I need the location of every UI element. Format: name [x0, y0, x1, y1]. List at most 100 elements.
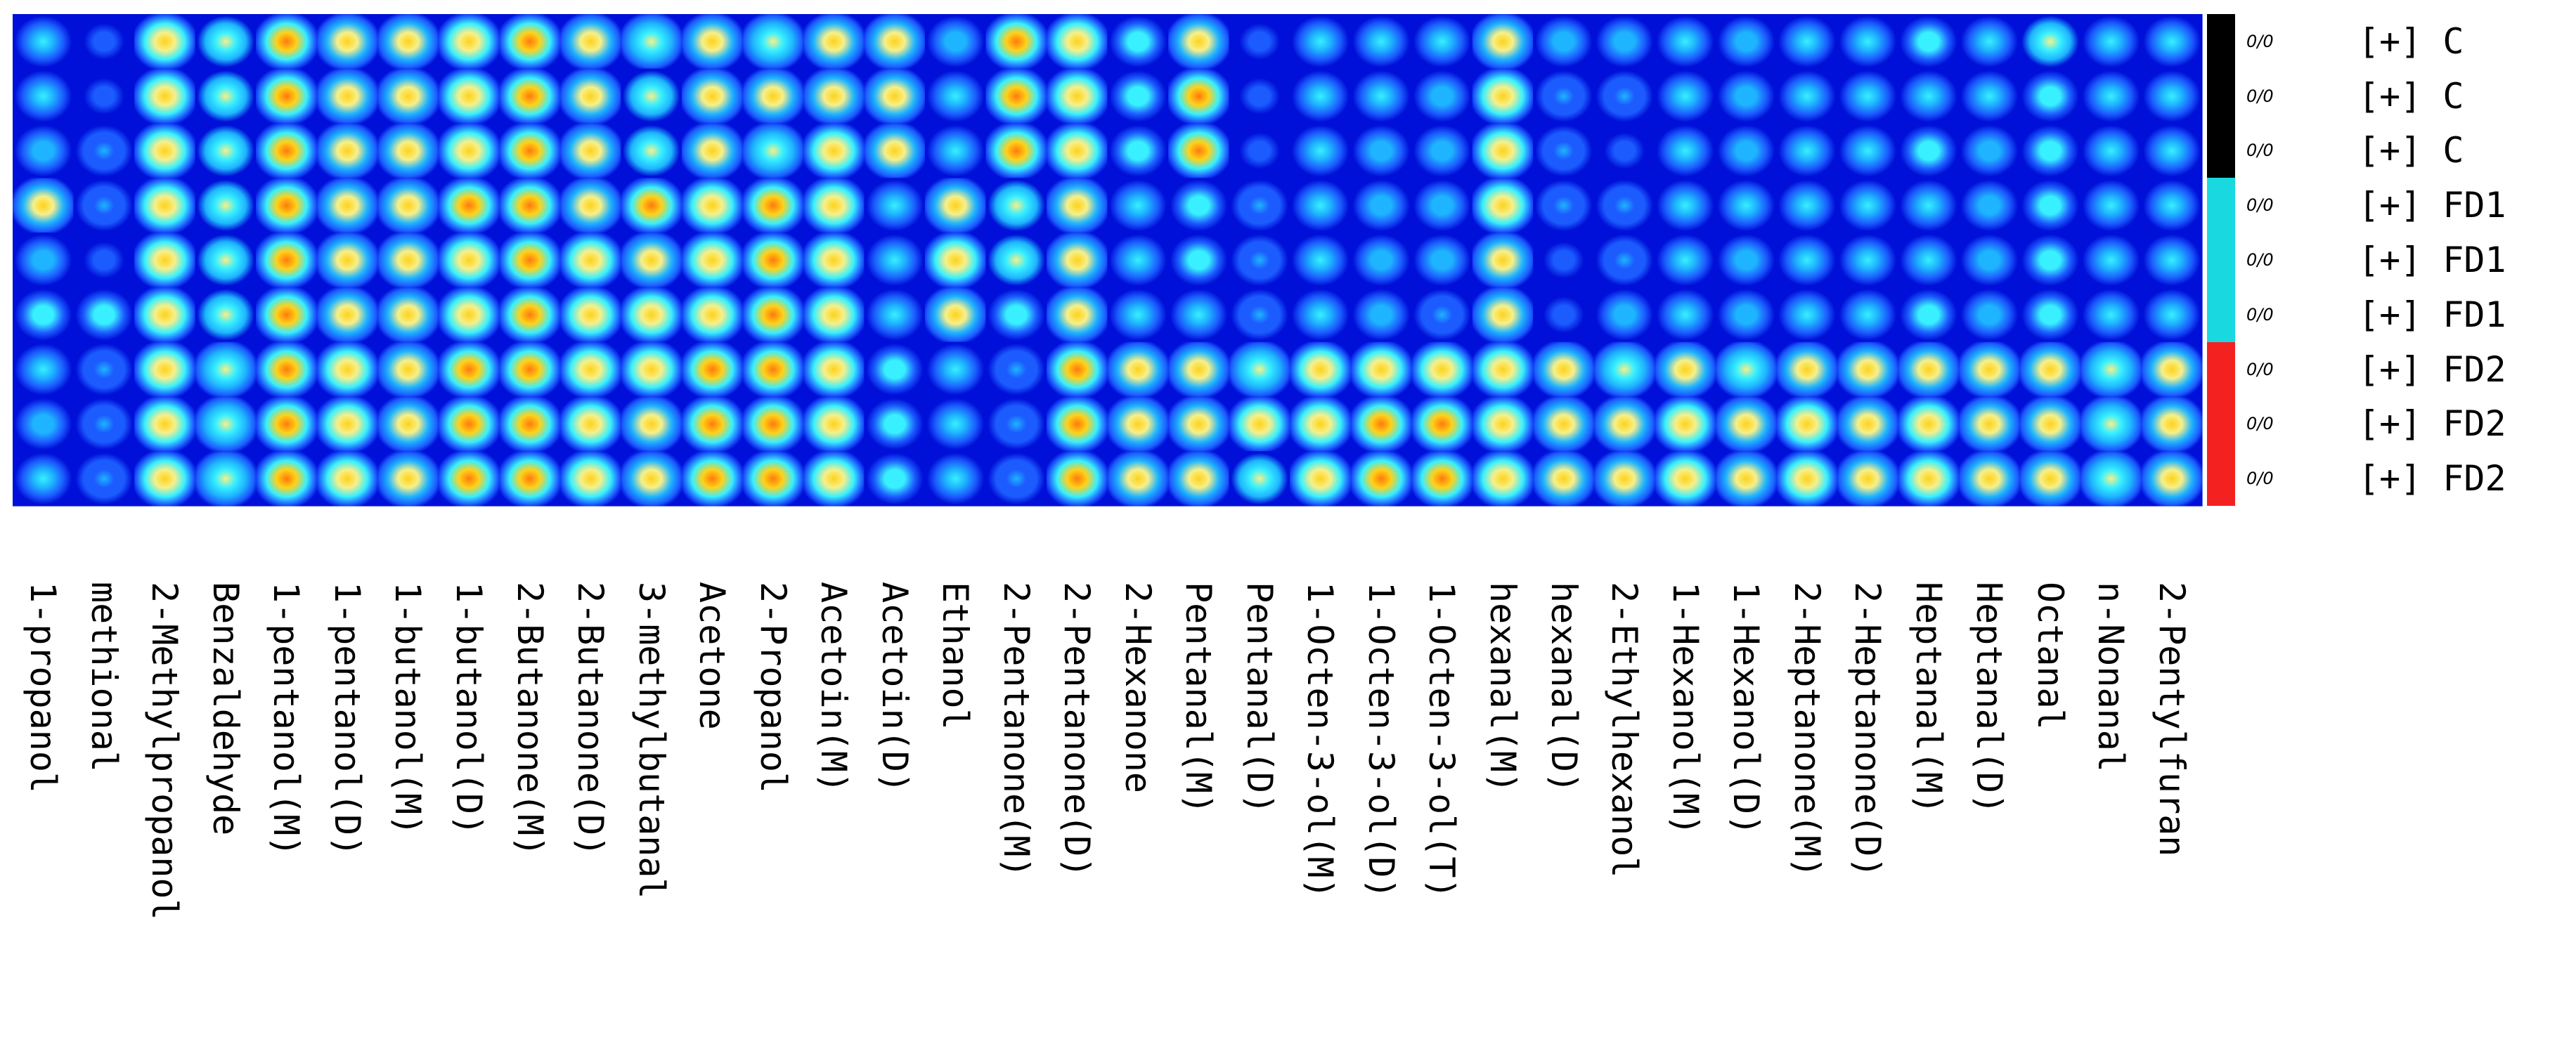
- heatmap-cell: [316, 396, 378, 452]
- heatmap-cell: [1472, 451, 1534, 507]
- heatmap-cell: [316, 14, 378, 70]
- column-label: hexanal(M): [1481, 582, 1525, 1031]
- column-label: Pentanal(D): [1238, 582, 1281, 1031]
- heatmap-cell: [134, 68, 196, 124]
- heatmap-cell: [73, 451, 135, 507]
- column-label: Octanal: [2028, 582, 2072, 1031]
- heatmap-cell: [2080, 178, 2142, 233]
- heatmap-cell: [864, 451, 926, 507]
- heatmap-cell: [1290, 14, 1352, 70]
- column-label: 1-Octen-3-ol(D): [1359, 582, 1403, 1031]
- heatmap-cell: [256, 233, 318, 288]
- heatmap-cell: [1472, 14, 1534, 70]
- heatmap-cell: [559, 287, 621, 343]
- heatmap-cell: [1046, 341, 1108, 398]
- heatmap-cell: [803, 14, 865, 70]
- heatmap-cell: [1229, 14, 1290, 70]
- heatmap-cell: [1776, 341, 1838, 398]
- row-value-label: 0/0: [2246, 304, 2274, 325]
- heatmap-cell: [499, 287, 561, 343]
- heatmap-cell: [195, 233, 257, 288]
- row-group-name: C: [2442, 75, 2464, 117]
- row-group-name: FD1: [2442, 185, 2506, 226]
- heatmap-cell: [377, 68, 439, 124]
- heatmap-cell: [2141, 68, 2203, 124]
- heatmap-cell: [864, 341, 926, 398]
- heatmap-cell: [1350, 123, 1412, 178]
- column-label: 2-Ethylhexanol: [1603, 582, 1646, 1031]
- row-prefix: [+]: [2358, 75, 2422, 117]
- heatmap-cell: [1776, 233, 1838, 288]
- heatmap-cell: [73, 341, 135, 398]
- heatmap-cell: [681, 14, 743, 70]
- heatmap-cell: [1229, 68, 1290, 124]
- heatmap-cell: [2141, 178, 2203, 233]
- heatmap-cell: [621, 14, 682, 70]
- heatmap-cell: [195, 287, 257, 343]
- column-label: Heptanal(M): [1907, 582, 1950, 1031]
- heatmap-cell: [73, 14, 135, 70]
- row-value-label: 0/0: [2246, 359, 2274, 379]
- heatmap-cell: [2019, 123, 2081, 178]
- heatmap-cell: [316, 68, 378, 124]
- row-prefix: [+]: [2358, 348, 2422, 390]
- heatmap-cell: [73, 123, 135, 178]
- heatmap-cell: [742, 233, 804, 288]
- heatmap-cell: [1472, 233, 1534, 288]
- heatmap-cell: [195, 396, 257, 452]
- column-label: Heptanal(D): [1967, 582, 2011, 1031]
- heatmap-cell: [924, 233, 987, 288]
- heatmap-cell: [499, 233, 561, 288]
- heatmap-cell: [195, 68, 257, 124]
- heatmap-cell: [438, 68, 500, 124]
- column-label-text: 3-methylbutanal: [630, 582, 672, 899]
- heatmap-cell: [924, 341, 987, 398]
- heatmap-cell: [1655, 14, 1716, 70]
- row-group-label: [+] C: [2358, 72, 2464, 121]
- heatmap-cell: [256, 68, 318, 124]
- heatmap-cell: [1715, 123, 1777, 178]
- column-label: 2-Methylpropanol: [143, 582, 186, 1031]
- heatmap-cell: [438, 341, 500, 398]
- heatmap-cell: [1229, 287, 1290, 343]
- heatmap-cell: [1472, 341, 1534, 398]
- column-label: 2-Propanol: [751, 582, 795, 1031]
- heatmap-cell: [1715, 68, 1777, 124]
- heatmap-cell: [985, 341, 1047, 398]
- heatmap-cell: [1593, 341, 1655, 398]
- heatmap-cell: [1168, 68, 1230, 124]
- heatmap-cell: [1168, 287, 1230, 343]
- heatmap-cell: [985, 233, 1047, 288]
- heatmap-cell: [803, 341, 865, 398]
- heatmap-cell: [1958, 451, 2021, 507]
- heatmap-cell: [742, 14, 804, 70]
- row-group-label: [+] FD2: [2358, 399, 2506, 448]
- heatmap-cell: [681, 396, 743, 452]
- heatmap-cell: [1837, 68, 1898, 124]
- heatmap-cell: [377, 341, 439, 398]
- heatmap-cell: [1411, 123, 1473, 178]
- heatmap-cell: [1290, 451, 1352, 507]
- heatmap-cell: [134, 287, 196, 343]
- heatmap-cell: [1229, 233, 1290, 288]
- heatmap-cell: [864, 68, 926, 124]
- heatmap-cell: [1898, 178, 1960, 233]
- heatmap-cell: [559, 396, 621, 452]
- heatmap-cell: [2019, 287, 2081, 343]
- column-label: 2-Pentanone(D): [1055, 582, 1099, 1031]
- column-label: 2-Butanone(M): [508, 582, 552, 1031]
- heatmap-cell: [73, 233, 135, 288]
- heatmap-cell: [1593, 233, 1655, 288]
- column-label-text: 2-Propanol: [752, 582, 794, 794]
- column-label: Benzaldehyde: [204, 582, 247, 1031]
- row-group-label: [+] C: [2358, 17, 2464, 66]
- heatmap-cell: [559, 341, 621, 398]
- heatmap-cell: [1776, 68, 1838, 124]
- heatmap-cell: [1472, 68, 1534, 124]
- column-label-text: 2-Ethylhexanol: [1604, 582, 1645, 878]
- heatmap-cell: [985, 123, 1047, 178]
- heatmap-cell: [864, 178, 926, 233]
- heatmap-cell: [1229, 341, 1290, 398]
- heatmap-cell: [73, 68, 135, 124]
- heatmap-cell: [2080, 287, 2142, 343]
